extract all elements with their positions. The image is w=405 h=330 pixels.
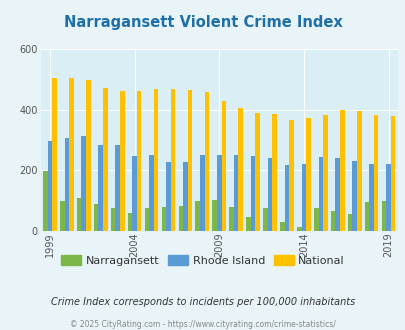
Bar <box>330 211 335 231</box>
Bar <box>103 88 107 231</box>
Bar <box>195 201 200 231</box>
Bar <box>335 158 339 231</box>
Bar <box>347 214 352 231</box>
Bar <box>212 200 216 231</box>
Bar <box>132 156 136 231</box>
Bar <box>111 208 115 231</box>
Bar <box>161 207 166 231</box>
Bar <box>356 111 361 231</box>
Bar <box>178 206 183 231</box>
Bar <box>47 141 52 231</box>
Bar <box>339 110 344 231</box>
Bar <box>288 120 293 231</box>
Bar <box>229 207 233 231</box>
Bar <box>272 114 276 231</box>
Bar <box>385 164 390 231</box>
Bar <box>200 155 204 231</box>
Bar <box>60 201 64 231</box>
Bar <box>390 116 394 231</box>
Bar <box>94 204 98 231</box>
Legend: Narragansett, Rhode Island, National: Narragansett, Rhode Island, National <box>57 250 348 270</box>
Bar <box>233 155 238 231</box>
Bar <box>313 208 318 231</box>
Bar <box>216 155 221 231</box>
Bar <box>81 136 86 231</box>
Text: Narragansett Violent Crime Index: Narragansett Violent Crime Index <box>64 15 341 30</box>
Bar <box>262 208 267 231</box>
Bar <box>183 162 187 231</box>
Bar <box>98 145 103 231</box>
Bar <box>171 89 175 231</box>
Bar <box>305 117 310 231</box>
Bar <box>119 91 124 231</box>
Bar <box>128 214 132 231</box>
Bar <box>69 78 74 231</box>
Bar <box>149 155 153 231</box>
Bar <box>296 227 301 231</box>
Bar <box>246 217 250 231</box>
Bar <box>221 101 226 231</box>
Bar <box>369 164 373 231</box>
Bar <box>279 222 284 231</box>
Bar <box>301 164 305 231</box>
Bar <box>64 138 69 231</box>
Bar <box>144 208 149 231</box>
Text: Crime Index corresponds to incidents per 100,000 inhabitants: Crime Index corresponds to incidents per… <box>51 297 354 307</box>
Bar <box>381 201 385 231</box>
Bar <box>187 90 192 231</box>
Bar <box>322 115 327 231</box>
Bar <box>267 158 272 231</box>
Bar <box>318 157 322 231</box>
Bar <box>43 171 47 231</box>
Bar <box>364 202 369 231</box>
Bar <box>115 145 119 231</box>
Bar <box>153 89 158 231</box>
Bar <box>204 92 209 231</box>
Bar <box>373 115 377 231</box>
Text: © 2025 CityRating.com - https://www.cityrating.com/crime-statistics/: © 2025 CityRating.com - https://www.city… <box>70 319 335 329</box>
Bar <box>284 165 288 231</box>
Bar <box>255 113 259 231</box>
Bar <box>86 80 90 231</box>
Bar <box>77 198 81 231</box>
Bar <box>352 161 356 231</box>
Bar <box>250 156 255 231</box>
Bar <box>136 91 141 231</box>
Bar <box>166 162 171 231</box>
Bar <box>52 78 57 231</box>
Bar <box>238 108 243 231</box>
